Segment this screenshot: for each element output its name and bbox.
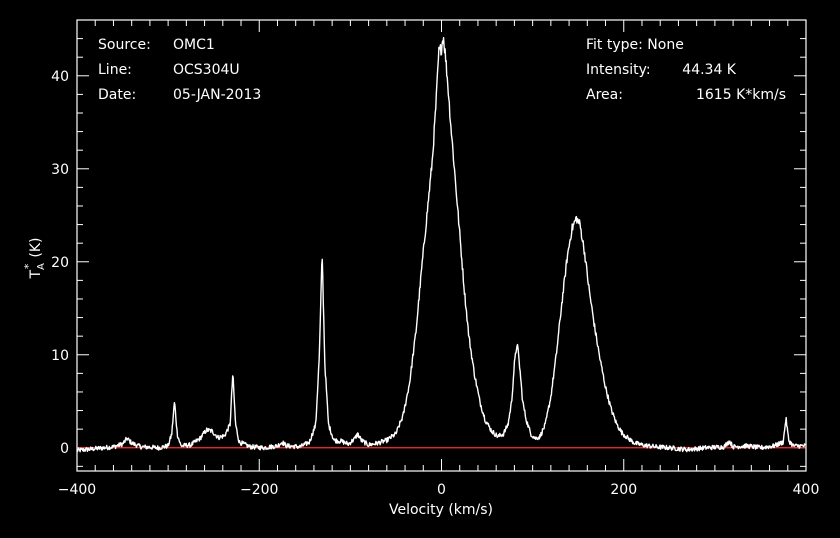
svg-text:TA*(K): TA* (K) [22, 237, 47, 279]
intensity-value: 44.34 K [682, 62, 737, 78]
plot-frame [76, 19, 807, 472]
y-tick-label: 20 [51, 255, 69, 271]
x-tick-label: 0 [437, 482, 446, 498]
x-tick-label: 400 [793, 482, 820, 498]
y-tick-label: 10 [51, 348, 69, 364]
line-label: Line: [98, 62, 132, 78]
y-axis-label-main: T [28, 270, 44, 280]
y-tick-label: 30 [51, 162, 69, 178]
y-axis-label-sup: * [22, 263, 35, 269]
y-axis-label-unit: (K) [28, 237, 44, 257]
line-value: OCS304U [173, 62, 240, 78]
date-value: 05-JAN-2013 [173, 87, 261, 103]
x-axis-label: Velocity (km/s) [389, 502, 493, 518]
x-tick-label: 200 [610, 482, 637, 498]
spectrum-line [76, 36, 807, 453]
intensity-label: Intensity: [586, 62, 651, 78]
fit-type-text: Fit type: None [586, 37, 684, 53]
source-label: Source: [98, 37, 151, 53]
area-label: Area: [586, 87, 623, 103]
y-axis-label-sub: A [36, 263, 47, 270]
y-axis-label: TA* (K) [22, 237, 47, 279]
source-value: OMC1 [173, 37, 215, 53]
x-tick-label: −400 [58, 482, 96, 498]
x-tick-label: −200 [240, 482, 278, 498]
y-tick-label: 0 [60, 441, 69, 457]
y-tick-label: 40 [51, 69, 69, 85]
date-label: Date: [98, 87, 136, 103]
area-value: 1615 K*km/s [696, 87, 786, 103]
axis-tick-labels: −400 −200 0 200 400 0 10 20 30 40 [51, 69, 819, 498]
